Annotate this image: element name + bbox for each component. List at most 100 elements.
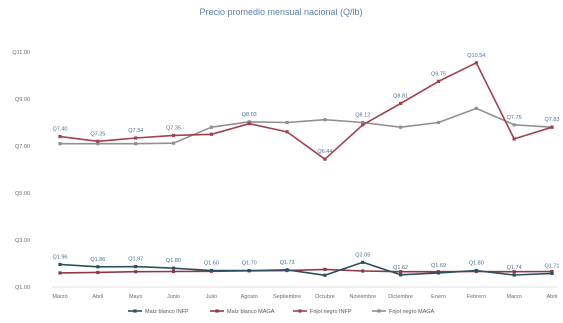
data-label: Q7.83	[545, 117, 560, 123]
data-labels: Q7.40 Q7.25 Q7.34 Q7.35 Q8.03 Q6.44 Q8.12 Q8.81…	[53, 53, 560, 271]
data-label: Q9.75	[431, 71, 446, 77]
y-tick-label: Q9.00	[15, 97, 30, 103]
data-point	[399, 125, 403, 129]
data-point	[323, 118, 327, 122]
data-point	[171, 269, 176, 274]
data-point	[361, 120, 365, 125]
data-label: Q1.80	[166, 258, 181, 264]
data-point	[96, 142, 100, 146]
data-point	[323, 273, 327, 277]
data-label: Q2.05	[355, 252, 370, 258]
data-label: Q6.44	[317, 149, 332, 155]
data-label: Q1.87	[128, 257, 143, 263]
data-point	[285, 120, 289, 125]
data-label: Q1.60	[204, 261, 219, 267]
data-label: Q1.73	[280, 260, 295, 266]
data-point	[474, 61, 478, 65]
data-point	[134, 264, 138, 269]
series-group	[58, 61, 554, 277]
y-tick-label: Q5.00	[15, 191, 30, 197]
data-label: Q1.71	[545, 263, 560, 269]
data-point	[134, 136, 138, 140]
series-line	[60, 107, 553, 145]
data-point	[285, 130, 289, 134]
series-line	[59, 261, 553, 277]
data-label: Q7.75	[507, 115, 522, 121]
data-point	[171, 141, 176, 145]
data-point	[58, 262, 62, 267]
data-point	[209, 132, 213, 136]
data-point	[399, 101, 403, 106]
data-point	[209, 268, 213, 273]
data-label: Q1.74	[507, 265, 522, 271]
x-tick-label: Julio	[206, 294, 217, 300]
data-label: Q1.96	[53, 254, 68, 260]
y-axis: Q1.00 Q3.00 Q5.00 Q7.00 Q9.00 Q11.00	[12, 50, 30, 291]
y-tick-label: Q3.00	[15, 238, 30, 244]
data-point	[285, 268, 289, 272]
data-label: Q7.34	[128, 128, 143, 134]
data-point	[323, 157, 327, 161]
data-point	[209, 125, 213, 129]
x-tick-label: Octubre	[315, 294, 335, 300]
x-tick-label: Diciembre	[388, 294, 413, 300]
x-tick-label: Junio	[167, 294, 180, 300]
data-point	[247, 122, 251, 126]
x-tick-label: Septiembre	[273, 294, 301, 300]
data-label: Q1.86	[90, 257, 105, 263]
data-label: Q8.81	[393, 93, 408, 99]
data-point	[361, 269, 365, 273]
x-tick-label: Agosto	[241, 294, 258, 300]
x-tick-label: Abril	[546, 294, 557, 300]
data-point	[474, 106, 478, 110]
data-point	[399, 273, 403, 277]
data-point	[436, 79, 441, 83]
data-point	[247, 268, 251, 273]
data-label: Q1.62	[393, 265, 408, 271]
x-axis: Marzo Abril Mayo Junio Julio Agosto Septiembre…	[52, 286, 558, 300]
data-label: Q10.54	[467, 53, 485, 59]
data-point	[361, 123, 365, 127]
y-tick-label: Q1.00	[15, 285, 30, 291]
data-label: Q1.80	[469, 261, 484, 267]
data-point	[550, 125, 554, 129]
data-point	[323, 267, 327, 271]
data-point	[550, 269, 554, 274]
data-point	[96, 139, 100, 143]
data-point	[550, 271, 554, 275]
legend-marker	[133, 309, 137, 313]
data-label: Q1.70	[242, 261, 257, 267]
data-point	[58, 271, 62, 275]
data-point	[171, 266, 176, 270]
data-label: Q8.03	[242, 112, 257, 118]
data-point	[512, 273, 516, 277]
y-tick-label: Q11.00	[12, 50, 30, 56]
data-point	[436, 120, 441, 125]
data-label: Q1.69	[431, 263, 446, 269]
series-line	[59, 61, 553, 160]
data-point	[474, 268, 478, 273]
data-point	[96, 270, 100, 275]
legend-marker	[377, 309, 381, 313]
legend-label: Maíz blanco MAGA	[227, 309, 275, 315]
data-point	[512, 123, 516, 127]
data-point	[512, 270, 516, 274]
data-point	[512, 137, 516, 141]
x-tick-label: Mayo	[129, 294, 142, 300]
data-point	[436, 271, 441, 275]
legend: Maíz blanco INFP Maíz blanco MAGA Frijol n…	[128, 309, 435, 315]
data-point	[58, 135, 62, 139]
data-point	[134, 270, 138, 274]
data-point	[399, 270, 403, 274]
legend-label: Frijol negro INFP	[310, 309, 352, 315]
legend-label: Maíz blanco INFP	[145, 309, 189, 315]
chart-title: Precio promedio mensual nacional (Q/lb)	[199, 7, 362, 17]
legend-label: Frijol negro MAGA	[389, 309, 435, 315]
data-point	[96, 265, 100, 269]
x-tick-label: Noviembre	[349, 294, 376, 300]
legend-marker	[298, 309, 302, 313]
data-label: Q7.35	[166, 125, 181, 131]
data-label: Q7.25	[90, 131, 105, 137]
